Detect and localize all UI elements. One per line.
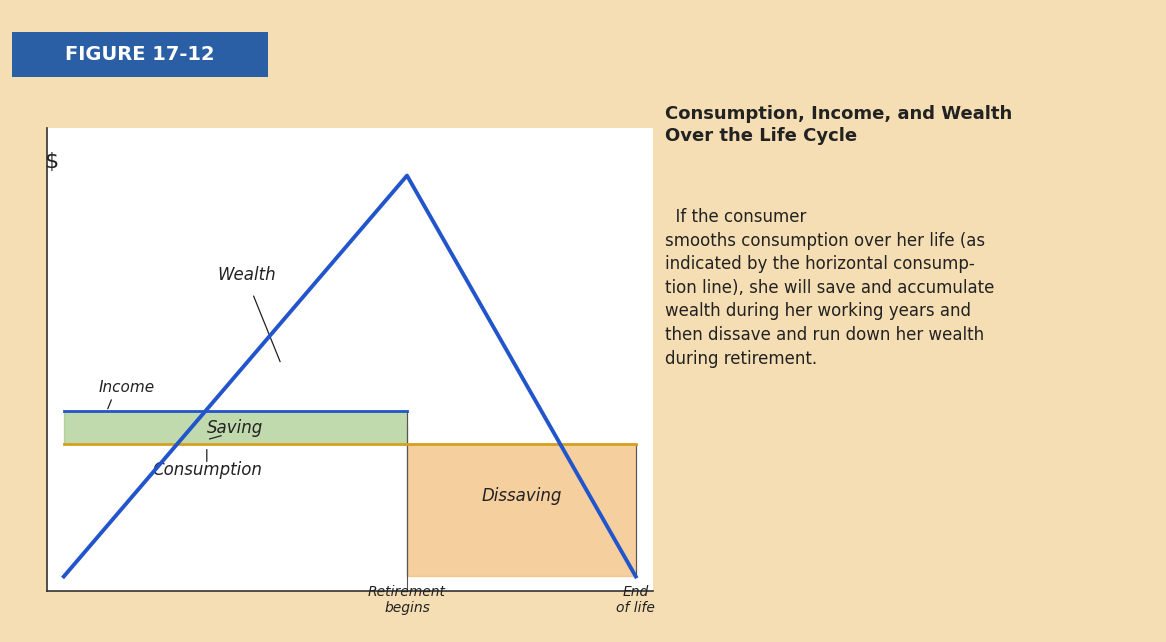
Text: If the consumer
smooths consumption over her life (as
indicated by the horizonta: If the consumer smooths consumption over…: [665, 208, 993, 368]
Text: Dissaving: Dissaving: [482, 487, 562, 505]
Text: Income: Income: [98, 380, 154, 395]
Text: Retirement
begins: Retirement begins: [368, 585, 447, 615]
Text: FIGURE 17-12: FIGURE 17-12: [65, 45, 215, 64]
Text: Consumption: Consumption: [152, 462, 261, 480]
Text: $: $: [44, 152, 58, 172]
Text: Wealth: Wealth: [218, 266, 276, 284]
Text: Consumption, Income, and Wealth
Over the Life Cycle: Consumption, Income, and Wealth Over the…: [665, 105, 1012, 146]
Text: End
of life: End of life: [617, 585, 655, 615]
Text: Saving: Saving: [208, 419, 264, 437]
